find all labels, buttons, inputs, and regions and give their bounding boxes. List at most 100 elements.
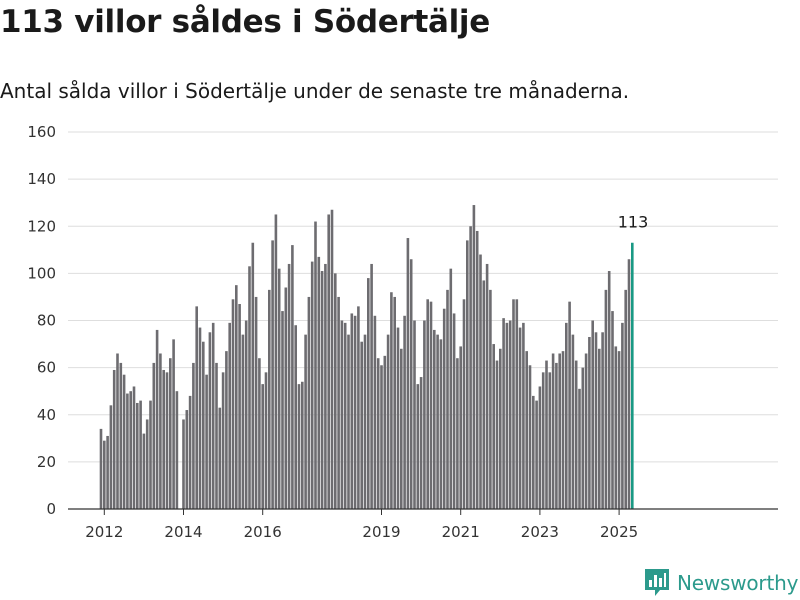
bar xyxy=(574,360,578,509)
bar xyxy=(446,289,449,509)
newsworthy-logo: Newsworthy xyxy=(644,568,798,598)
x-tick-label-2025: 2025 xyxy=(600,523,638,541)
bar xyxy=(393,296,396,509)
bar xyxy=(581,367,585,509)
bar xyxy=(406,238,410,509)
bar xyxy=(367,278,370,509)
bar xyxy=(165,372,169,509)
bar xyxy=(489,289,492,509)
bar xyxy=(192,362,195,509)
bar xyxy=(109,405,113,509)
bar xyxy=(215,362,218,509)
bar xyxy=(334,273,337,509)
bar xyxy=(317,256,321,509)
bar xyxy=(198,327,202,509)
bar xyxy=(604,289,608,509)
y-axis-ticks: 0 20 40 60 80 100 120 140 160 xyxy=(27,123,56,518)
bar xyxy=(103,440,106,509)
bar xyxy=(277,268,281,509)
bar xyxy=(532,395,535,509)
bar xyxy=(297,384,301,509)
bar xyxy=(188,395,192,509)
bar xyxy=(340,320,344,509)
x-tick-label-2023: 2023 xyxy=(521,523,559,541)
bar xyxy=(396,327,400,509)
bar xyxy=(386,334,390,509)
x-axis-ticks: 2012 2014 2016 2019 2021 2023 2025 xyxy=(85,509,638,541)
bar xyxy=(353,315,357,509)
bar xyxy=(469,226,472,509)
bar xyxy=(518,327,522,509)
bar xyxy=(416,384,420,509)
bar xyxy=(403,315,406,509)
bar xyxy=(307,296,311,509)
bar xyxy=(505,322,509,509)
bar xyxy=(485,263,489,509)
bar xyxy=(287,263,291,509)
bar xyxy=(172,339,175,509)
x-tick-label-2012: 2012 xyxy=(85,523,123,541)
bar xyxy=(228,322,231,509)
bar xyxy=(254,296,258,509)
bar xyxy=(588,336,591,509)
bar xyxy=(310,261,314,509)
bar xyxy=(508,320,512,509)
bar xyxy=(538,386,542,509)
bar xyxy=(205,374,208,509)
bar xyxy=(208,332,212,509)
bar xyxy=(152,362,156,509)
bar xyxy=(400,348,403,509)
bar xyxy=(202,341,205,509)
bar xyxy=(472,205,476,509)
bar xyxy=(515,299,519,509)
bar xyxy=(578,388,581,509)
bar xyxy=(238,304,241,509)
bar xyxy=(492,344,495,509)
bar xyxy=(459,346,462,509)
bar xyxy=(248,266,251,509)
bar xyxy=(571,334,575,509)
bar xyxy=(281,311,284,509)
bar xyxy=(409,259,413,509)
y-tick-label-80: 80 xyxy=(37,312,56,330)
bar xyxy=(555,362,558,509)
bar xyxy=(99,428,103,509)
bar xyxy=(363,334,367,509)
x-tick-label-2021: 2021 xyxy=(442,523,480,541)
bar xyxy=(136,402,139,509)
bar xyxy=(436,334,439,509)
bar xyxy=(330,209,334,509)
bar xyxy=(211,322,215,509)
bar-latest xyxy=(631,242,634,509)
bar xyxy=(456,358,459,509)
bar xyxy=(244,320,248,509)
bar xyxy=(291,245,294,509)
bars xyxy=(99,205,634,509)
bar xyxy=(568,301,571,509)
bar xyxy=(350,313,354,509)
bar xyxy=(614,346,618,509)
bar xyxy=(607,271,611,509)
bar xyxy=(126,393,129,509)
bar xyxy=(558,353,561,509)
bar xyxy=(429,301,433,509)
bar xyxy=(449,268,453,509)
y-tick-label-160: 160 xyxy=(27,123,56,141)
bar xyxy=(221,372,225,509)
bar xyxy=(357,306,360,509)
bar xyxy=(370,263,373,509)
bar xyxy=(624,289,627,509)
bar xyxy=(380,365,383,509)
bar xyxy=(169,358,172,509)
bar xyxy=(122,374,126,509)
bar xyxy=(139,400,142,509)
bar xyxy=(383,355,387,509)
bar xyxy=(594,332,598,509)
bar xyxy=(271,240,274,509)
bar xyxy=(439,339,443,509)
bar xyxy=(112,369,116,509)
bar xyxy=(565,322,568,509)
bar xyxy=(162,369,165,509)
bar xyxy=(541,372,545,509)
bar xyxy=(466,240,469,509)
